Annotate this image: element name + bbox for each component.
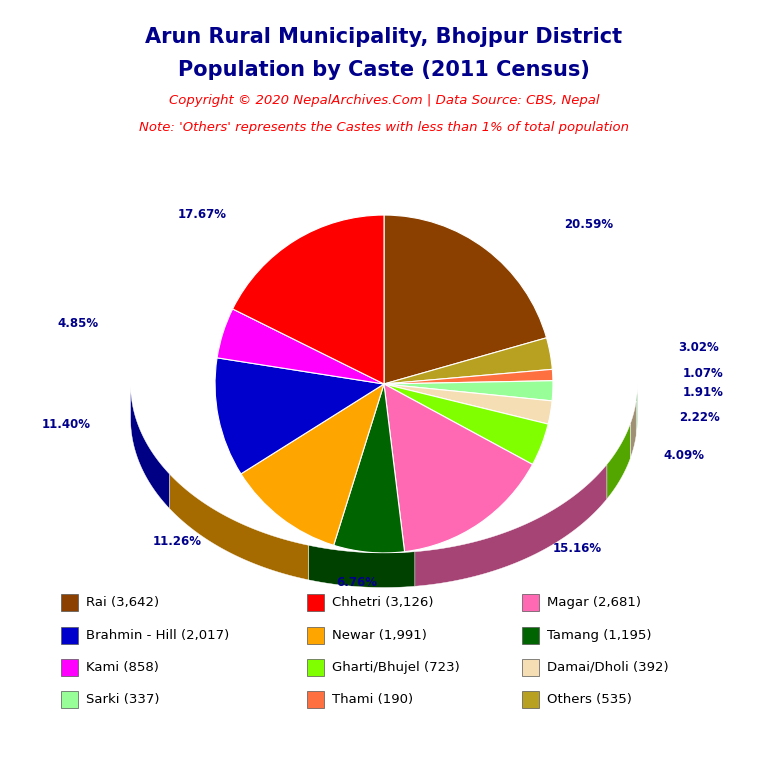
Text: 4.09%: 4.09% [663,449,704,462]
Wedge shape [217,309,384,384]
Text: Arun Rural Municipality, Bhojpur District: Arun Rural Municipality, Bhojpur Distric… [145,27,623,47]
Wedge shape [384,384,548,465]
Wedge shape [333,384,405,553]
Text: Gharti/Bhujel (723): Gharti/Bhujel (723) [332,661,459,674]
Text: 6.76%: 6.76% [336,576,378,589]
Polygon shape [415,465,607,586]
Polygon shape [309,545,415,588]
Text: 4.85%: 4.85% [58,317,99,330]
Text: 11.40%: 11.40% [42,418,91,431]
Text: Thami (190): Thami (190) [332,694,413,706]
Polygon shape [607,424,631,499]
Polygon shape [170,474,309,580]
Polygon shape [631,401,636,458]
Text: 2.22%: 2.22% [679,411,720,424]
Text: 3.02%: 3.02% [678,342,719,354]
Text: Magar (2,681): Magar (2,681) [547,597,641,609]
Wedge shape [384,384,552,424]
Text: 1.91%: 1.91% [683,386,723,399]
Text: Chhetri (3,126): Chhetri (3,126) [332,597,433,609]
Wedge shape [384,215,547,384]
Text: Brahmin - Hill (2,017): Brahmin - Hill (2,017) [86,629,230,641]
Wedge shape [233,215,384,384]
Polygon shape [636,384,637,435]
Text: 11.26%: 11.26% [153,535,201,548]
Text: Sarki (337): Sarki (337) [86,694,160,706]
Wedge shape [241,384,384,545]
Wedge shape [384,381,553,401]
Text: Tamang (1,195): Tamang (1,195) [547,629,651,641]
Text: 15.16%: 15.16% [552,542,601,555]
Wedge shape [384,384,532,551]
Wedge shape [215,358,384,474]
Text: Others (535): Others (535) [547,694,632,706]
Text: Copyright © 2020 NepalArchives.Com | Data Source: CBS, Nepal: Copyright © 2020 NepalArchives.Com | Dat… [169,94,599,108]
Text: Population by Caste (2011 Census): Population by Caste (2011 Census) [178,60,590,80]
Wedge shape [384,369,553,384]
Wedge shape [384,338,552,384]
Text: 1.07%: 1.07% [683,367,723,380]
Text: 20.59%: 20.59% [564,218,614,231]
Text: Kami (858): Kami (858) [86,661,159,674]
Text: Note: 'Others' represents the Castes with less than 1% of total population: Note: 'Others' represents the Castes wit… [139,121,629,134]
Text: Rai (3,642): Rai (3,642) [86,597,159,609]
Text: Newar (1,991): Newar (1,991) [332,629,427,641]
Polygon shape [131,385,170,508]
Text: 17.67%: 17.67% [177,208,227,221]
Text: Damai/Dholi (392): Damai/Dholi (392) [547,661,668,674]
